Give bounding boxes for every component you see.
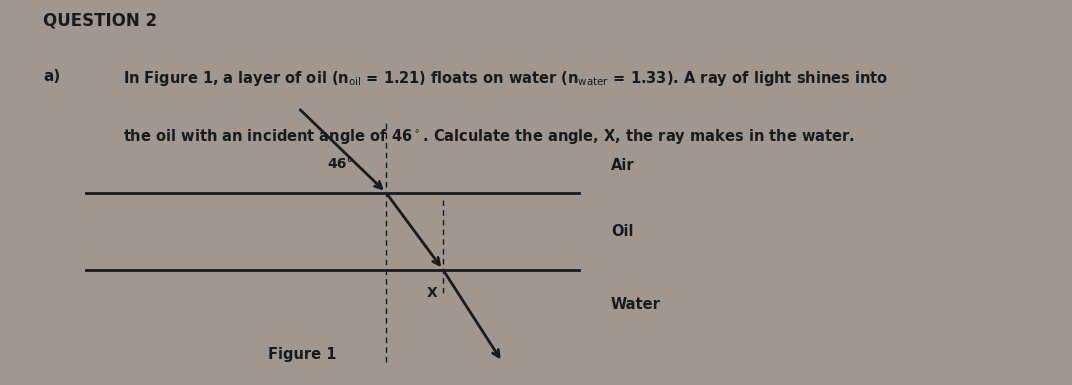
Text: X: X bbox=[427, 286, 437, 300]
Text: QUESTION 2: QUESTION 2 bbox=[43, 12, 157, 30]
Text: Water: Water bbox=[611, 297, 661, 311]
Text: a): a) bbox=[43, 69, 60, 84]
Text: 46°: 46° bbox=[327, 157, 354, 171]
Text: In Figure 1, a layer of oil (n$_{\mathrm{oil}}$ = 1.21) floats on water (n$_{\ma: In Figure 1, a layer of oil (n$_{\mathrm… bbox=[123, 69, 889, 88]
Text: the oil with an incident angle of 46$^\circ$. Calculate the angle, X, the ray ma: the oil with an incident angle of 46$^\c… bbox=[123, 127, 855, 146]
Text: Figure 1: Figure 1 bbox=[268, 347, 337, 362]
Text: Air: Air bbox=[611, 158, 635, 173]
Text: Oil: Oil bbox=[611, 224, 634, 238]
